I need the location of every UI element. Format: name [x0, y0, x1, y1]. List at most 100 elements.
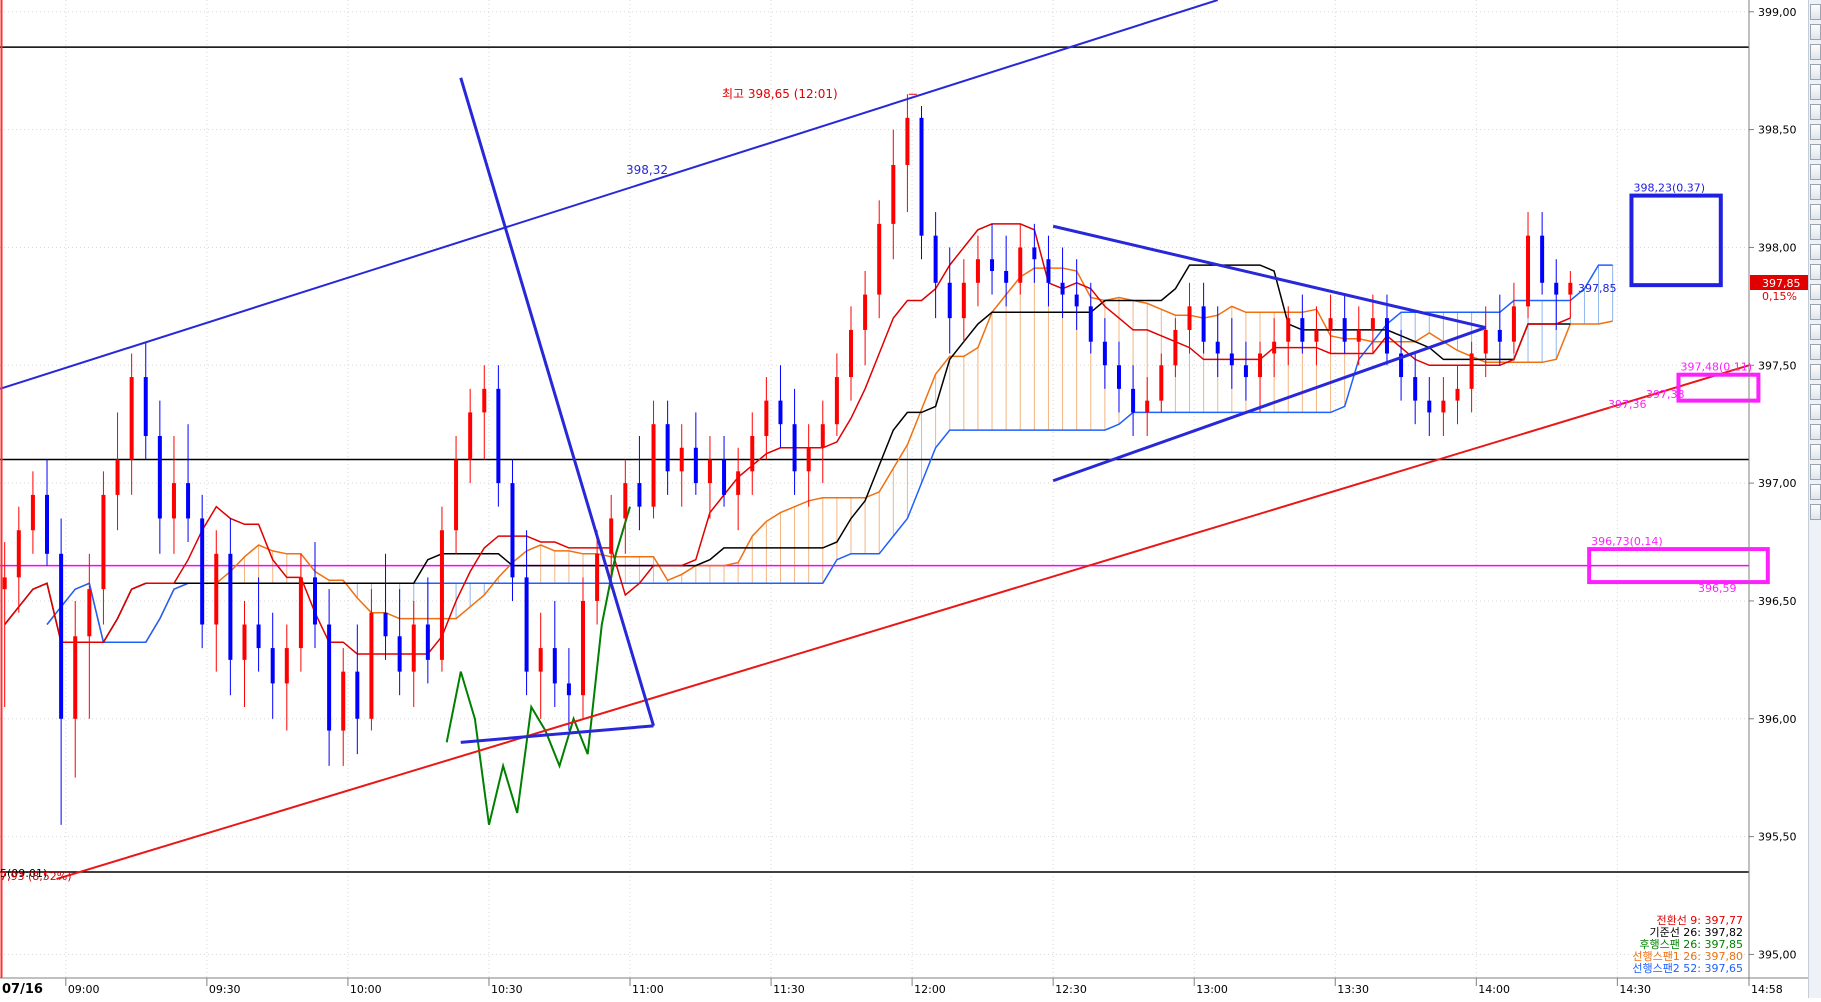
last-price: 397,85: [1762, 277, 1801, 290]
box2-end-label: 397,38: [1646, 388, 1685, 401]
candle-body: [778, 400, 783, 425]
candle-body: [1497, 329, 1502, 342]
box1-end-label: 397,85: [1578, 282, 1617, 295]
toolbar-button[interactable]: [1810, 84, 1821, 100]
toolbar-button[interactable]: [1810, 144, 1821, 160]
toolbar-button[interactable]: [1810, 264, 1821, 280]
toolbar-button[interactable]: [1810, 104, 1821, 120]
candle-body: [1116, 365, 1121, 389]
conversion-line: [4, 223, 1571, 655]
legend-entry: 선행스팬1 26: 397,80: [1632, 950, 1743, 963]
legend-entry: 선행스팬2 52: 397,65: [1632, 962, 1743, 975]
candle-body: [1554, 282, 1559, 295]
toolbar-button[interactable]: [1810, 204, 1821, 220]
candle-body: [16, 530, 21, 578]
annotation-box: [1587, 547, 1770, 585]
annotation-boxes: 398,23(0.37) 397,48(0.11) 396,73(0.14): [1587, 182, 1770, 585]
candle-body: [1427, 400, 1432, 413]
candle-body: [30, 494, 35, 531]
candle-body: [1469, 353, 1474, 389]
toolbar-button[interactable]: [1810, 404, 1821, 420]
x-tick-label: 14:58: [1751, 983, 1783, 996]
candle-body: [792, 424, 797, 472]
date-label: 07/16: [2, 982, 43, 997]
candle-body: [538, 648, 543, 672]
candle-body: [482, 388, 487, 413]
candle-body: [947, 282, 952, 319]
annotation-box-label: 396,73(0.14): [1591, 535, 1663, 548]
candle-body: [341, 671, 346, 731]
candle-body: [1046, 259, 1051, 283]
candle-body: [171, 483, 176, 519]
candle-body: [806, 447, 811, 472]
toolbar-button[interactable]: [1810, 304, 1821, 320]
candle-body: [1511, 306, 1516, 342]
high-label: 최고 398,65 (12:01): [722, 87, 838, 101]
candle-body: [1004, 271, 1009, 283]
candle-body: [863, 294, 868, 330]
annotation-box: [1629, 193, 1723, 288]
candle-body: [990, 259, 995, 272]
toolbar-button[interactable]: [1810, 444, 1821, 460]
trend-line: [1052, 326, 1487, 483]
y-tick-label: 396,50: [1758, 595, 1797, 608]
x-tick-label: 09:30: [209, 983, 241, 996]
candle-body: [1159, 365, 1164, 401]
x-tick-label: 14:00: [1478, 983, 1510, 996]
candle-body: [129, 377, 134, 460]
toolbar-button[interactable]: [1810, 124, 1821, 140]
toolbar-button[interactable]: [1810, 284, 1821, 300]
toolbar-button[interactable]: [1810, 164, 1821, 180]
toolbar-button[interactable]: [1810, 364, 1821, 380]
candle-body: [1540, 235, 1545, 283]
candle-body: [383, 612, 388, 637]
candle-body: [327, 624, 332, 731]
x-tick-label: 11:00: [632, 983, 664, 996]
candle-body: [1384, 318, 1389, 354]
candle-body: [214, 553, 219, 625]
toolbar-button[interactable]: [1810, 484, 1821, 500]
channel-value-label: 398,32: [626, 163, 668, 177]
candle-body: [1145, 400, 1150, 413]
candle-body: [157, 435, 162, 519]
trend-line: [56, 364, 1750, 880]
candle-body: [1342, 318, 1347, 342]
candle-body: [595, 553, 600, 601]
candle-body: [722, 459, 727, 495]
candle-body: [313, 577, 318, 625]
candle-body: [454, 459, 459, 531]
toolbar-button[interactable]: [1810, 184, 1821, 200]
x-tick-label: 12:30: [1055, 983, 1087, 996]
y-axis-ticks: 399,00 398,50 398,00 397,50 397,00 396,50 396,…: [1749, 6, 1797, 961]
toolbar-button[interactable]: [1810, 464, 1821, 480]
candle-body: [581, 600, 585, 696]
toolbar-button[interactable]: [1810, 64, 1821, 80]
toolbar-button[interactable]: [1810, 224, 1821, 240]
toolbar-button[interactable]: [1810, 424, 1821, 440]
toolbar-button[interactable]: [1810, 344, 1821, 360]
candle-body: [1131, 388, 1136, 413]
candle-body: [115, 459, 120, 495]
toolbar-button[interactable]: [1810, 24, 1821, 40]
toolbar-button[interactable]: [1810, 324, 1821, 340]
x-tick-label: 10:00: [350, 983, 382, 996]
trend-line: [460, 724, 654, 744]
candle-body: [1258, 353, 1263, 378]
toolbar-button[interactable]: [1810, 4, 1821, 20]
toolbar-button[interactable]: [1810, 244, 1821, 260]
candle-body: [623, 483, 628, 519]
candle-body: [1314, 329, 1319, 342]
toolbar-button[interactable]: [1810, 504, 1821, 520]
candle-body: [1272, 341, 1277, 354]
candle-body: [919, 117, 924, 236]
toolbar-button[interactable]: [1810, 44, 1821, 60]
toolbar-button[interactable]: [1810, 384, 1821, 400]
y-tick-label: 396,00: [1758, 713, 1797, 726]
candle-body: [256, 624, 261, 649]
candle-body: [1088, 306, 1093, 342]
candle-body: [736, 471, 741, 495]
candle-body: [750, 435, 755, 472]
